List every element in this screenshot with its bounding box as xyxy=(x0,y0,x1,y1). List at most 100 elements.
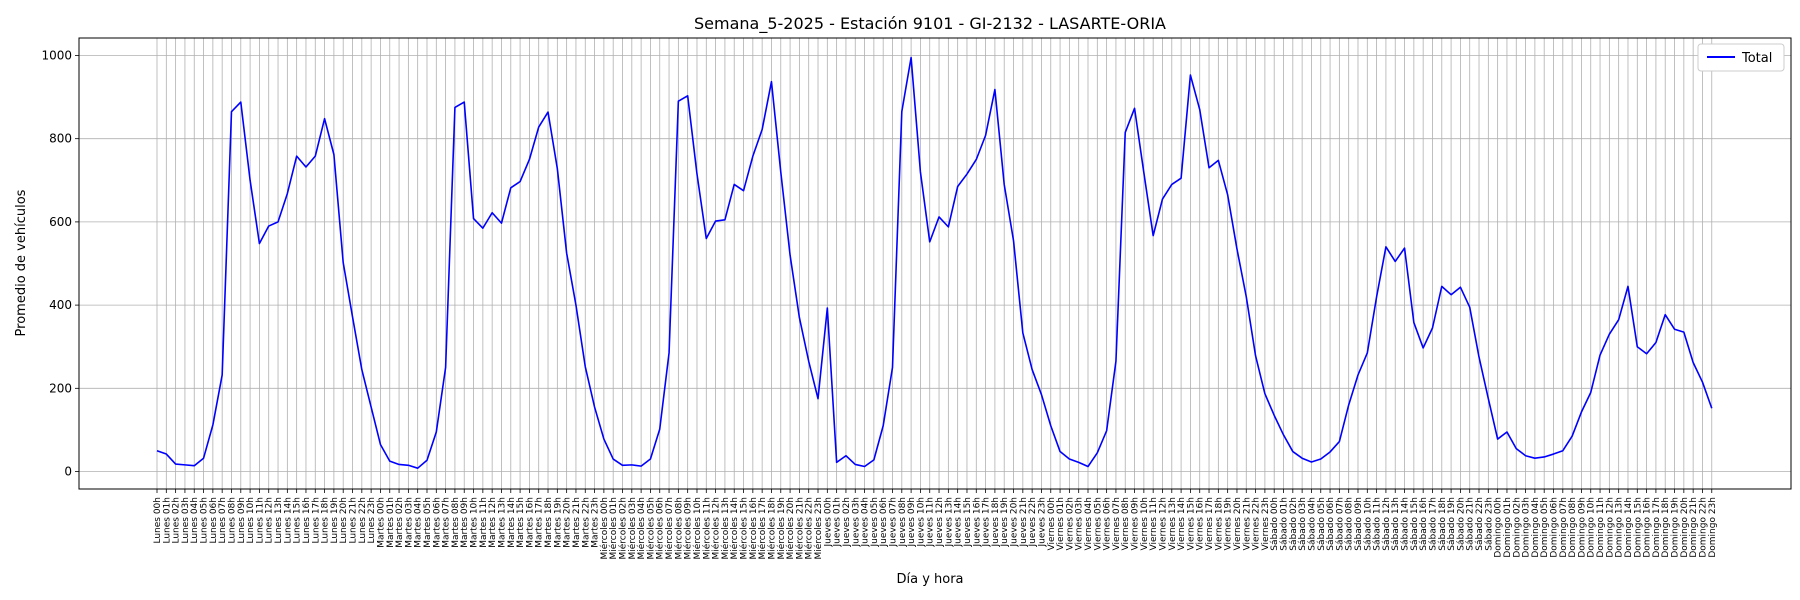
x-tick-label: Domingo 09h xyxy=(1577,497,1587,558)
x-tick-label: Miércoles 02h xyxy=(618,497,629,560)
x-tick-label: Miércoles 17h xyxy=(757,497,768,560)
x-tick-label: Sábado 23h xyxy=(1484,497,1494,551)
x-tick-label: Viernes 11h xyxy=(1149,497,1159,551)
x-tick-label: Sábado 19h xyxy=(1447,497,1457,551)
x-tick-label: Viernes 06h xyxy=(1103,497,1113,551)
x-tick-label: Viernes 22h xyxy=(1252,497,1262,551)
x-tick-label: Viernes 21h xyxy=(1242,497,1252,551)
x-tick-label: Lunes 08h xyxy=(227,497,237,544)
x-tick-label: Lunes 07h xyxy=(218,497,228,544)
x-tick-label: Miércoles 20h xyxy=(785,497,796,560)
x-tick-label: Jueves 11h xyxy=(926,497,936,547)
x-tick-label: Martes 21h xyxy=(572,497,582,548)
x-tick-label: Martes 15h xyxy=(516,497,526,548)
x-tick-label: Domingo 14h xyxy=(1624,497,1634,558)
x-tick-label: Domingo 00h xyxy=(1494,497,1504,558)
x-tick-label: Miércoles 12h xyxy=(711,497,722,560)
x-tick-label: Lunes 04h xyxy=(190,497,200,544)
x-tick-label: Sábado 04h xyxy=(1307,497,1317,551)
x-tick-label: Lunes 22h xyxy=(358,497,368,544)
x-tick-label: Sábado 06h xyxy=(1326,497,1336,551)
x-tick-label: Martes 05h xyxy=(423,497,433,548)
x-tick-label: Jueves 02h xyxy=(842,497,852,547)
x-tick-label: Miércoles 18h xyxy=(766,497,777,560)
x-tick-label: Martes 04h xyxy=(414,497,424,548)
x-tick-label: Jueves 10h xyxy=(916,497,926,547)
x-tick-label: Viernes 19h xyxy=(1224,497,1234,551)
x-tick-label: Sábado 01h xyxy=(1280,497,1290,551)
x-tick-label: Jueves 19h xyxy=(1000,497,1010,547)
x-tick-label: Jueves 23h xyxy=(1037,497,1047,547)
x-tick-label: Domingo 02h xyxy=(1512,497,1522,558)
grid-lines xyxy=(79,38,1791,489)
x-tick-label: Miércoles 21h xyxy=(794,497,805,560)
y-tick-label: 400 xyxy=(49,298,72,312)
x-tick-label: Lunes 05h xyxy=(200,497,210,544)
x-tick-label: Sábado 15h xyxy=(1410,497,1420,551)
x-tick-label: Viernes 17h xyxy=(1205,497,1215,551)
x-tick-label: Viernes 04h xyxy=(1084,497,1094,551)
x-tick-label: Martes 10h xyxy=(470,497,480,548)
x-tick-label: Viernes 02h xyxy=(1065,497,1075,551)
x-tick-label: Martes 11h xyxy=(479,497,489,548)
x-tick-label: Domingo 05h xyxy=(1540,497,1550,558)
x-tick-label: Jueves 20h xyxy=(1010,497,1020,547)
legend-label: Total xyxy=(1741,51,1772,66)
x-tick-label: Jueves 13h xyxy=(944,497,954,547)
x-tick-label: Domingo 19h xyxy=(1671,497,1681,558)
x-tick-label: Viernes 01h xyxy=(1056,497,1066,551)
chart-title: Semana_5-2025 - Estación 9101 - GI-2132 … xyxy=(694,14,1166,34)
x-tick-label: Miércoles 04h xyxy=(636,497,647,560)
x-tick-label: Domingo 22h xyxy=(1698,497,1708,558)
x-tick-label: Jueves 06h xyxy=(879,497,889,547)
x-tick-label: Lunes 01h xyxy=(162,497,172,544)
x-tick-label: Jueves 21h xyxy=(1019,497,1029,547)
x-tick-label: Miércoles 03h xyxy=(627,497,638,560)
x-tick-label: Martes 03h xyxy=(404,497,414,548)
x-axis: Lunes 00h Lunes 01h Lunes 02h Lunes 03h Lune… xyxy=(153,489,1718,560)
x-tick-label: Jueves 00h xyxy=(823,497,833,547)
x-tick-label: Domingo 16h xyxy=(1643,497,1653,558)
x-tick-label: Jueves 07h xyxy=(888,497,898,547)
x-tick-label: Martes 07h xyxy=(442,497,452,548)
x-tick-label: Miércoles 08h xyxy=(673,497,684,560)
x-tick-label: Martes 17h xyxy=(535,497,545,548)
x-tick-label: Jueves 09h xyxy=(907,497,917,547)
x-tick-label: Viernes 09h xyxy=(1131,497,1141,551)
x-tick-label: Viernes 23h xyxy=(1261,497,1271,551)
legend-box xyxy=(1697,43,1785,72)
x-tick-label: Lunes 02h xyxy=(172,497,182,544)
x-tick-label: Lunes 03h xyxy=(181,497,191,544)
x-tick-label: Lunes 06h xyxy=(209,497,219,544)
x-tick-label: Domingo 10h xyxy=(1587,497,1597,558)
x-tick-label: Martes 08h xyxy=(451,497,461,548)
x-tick-label: Miércoles 13h xyxy=(720,497,731,560)
x-tick-label: Sábado 10h xyxy=(1363,497,1373,551)
x-tick-label: Miércoles 15h xyxy=(739,497,750,560)
x-tick-label: Martes 13h xyxy=(497,497,507,548)
x-tick-label: Viernes 20h xyxy=(1233,497,1243,551)
x-tick-label: Viernes 12h xyxy=(1158,497,1168,551)
x-tick-label: Jueves 03h xyxy=(851,497,861,547)
x-tick-label: Jueves 04h xyxy=(861,497,871,547)
x-tick-label: Viernes 00h xyxy=(1047,497,1057,551)
x-tick-label: Domingo 08h xyxy=(1568,497,1578,558)
x-tick-label: Viernes 05h xyxy=(1093,497,1103,551)
x-tick-label: Miércoles 22h xyxy=(804,497,815,560)
x-tick-label: Sábado 22h xyxy=(1475,497,1485,551)
x-tick-label: Sábado 07h xyxy=(1335,497,1345,551)
x-tick-label: Jueves 05h xyxy=(870,497,880,547)
x-tick-label: Miércoles 16h xyxy=(748,497,759,560)
x-tick-label: Miércoles 06h xyxy=(655,497,666,560)
x-tick-label: Jueves 17h xyxy=(982,497,992,547)
x-tick-label: Jueves 14h xyxy=(954,497,964,547)
x-tick-label: Martes 01h xyxy=(386,497,396,548)
x-axis-label: Día y hora xyxy=(896,572,963,587)
x-tick-label: Domingo 21h xyxy=(1689,497,1699,558)
x-tick-label: Lunes 18h xyxy=(321,497,331,544)
x-tick-label: Domingo 04h xyxy=(1531,497,1541,558)
x-tick-label: Sábado 09h xyxy=(1354,497,1364,551)
x-tick-label: Sábado 02h xyxy=(1289,497,1299,551)
x-tick-label: Jueves 15h xyxy=(963,497,973,547)
